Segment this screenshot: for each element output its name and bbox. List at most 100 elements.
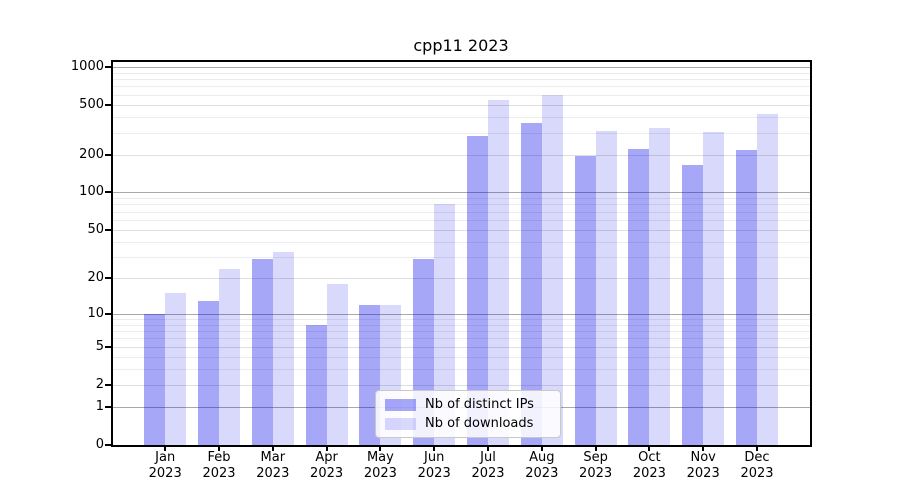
y-tick-label: 200 — [79, 146, 104, 162]
y-tick-label: 100 — [79, 184, 104, 200]
x-tick-label-apr: Apr 2023 — [310, 450, 344, 481]
bar-nb-of-downloads-oct — [649, 127, 671, 445]
gridline — [113, 331, 810, 333]
bar-nb-of-distinct-ips-oct — [628, 149, 650, 445]
x-tick-label-jul: Jul 2023 — [471, 450, 505, 481]
x-tick-mark — [487, 446, 489, 451]
gridline — [113, 356, 810, 358]
x-tick-mark — [702, 446, 705, 451]
gridline — [113, 369, 810, 371]
gridline — [113, 384, 810, 386]
plot-gridlines-layer — [113, 62, 810, 445]
gridline — [113, 116, 810, 118]
gridline — [113, 324, 810, 326]
bar-nb-of-downloads-jul — [488, 99, 509, 445]
bar-nb-of-downloads-feb — [219, 268, 240, 445]
bar-nb-of-downloads-mar — [272, 251, 294, 445]
x-tick-mark — [648, 446, 651, 451]
y-tick-label: 10 — [87, 305, 104, 321]
x-tick-mark — [594, 446, 597, 451]
gridline — [113, 66, 810, 68]
legend-item-distinct-ips: Nb of distinct IPs — [385, 396, 560, 412]
gridline — [113, 104, 810, 106]
y-tick-mark — [105, 312, 111, 315]
x-tick-label-mar: Mar 2023 — [256, 450, 290, 481]
x-tick-mark — [325, 446, 328, 451]
gridline — [113, 94, 810, 96]
gridline — [113, 72, 810, 74]
x-tick-mark — [379, 446, 382, 451]
y-tick-mark — [105, 406, 111, 409]
x-tick-label-jun: Jun 2023 — [417, 450, 451, 481]
y-tick-mark — [105, 228, 111, 231]
y-tick-mark — [105, 191, 111, 194]
gridline — [113, 86, 810, 88]
y-tick-mark — [105, 444, 111, 446]
x-tick-label-jan: Jan 2023 — [148, 450, 182, 481]
gridline — [113, 318, 810, 320]
y-tick-mark — [105, 103, 111, 106]
gridline — [113, 78, 810, 80]
x-tick-label-dec: Dec 2023 — [740, 450, 774, 481]
x-tick-mark — [271, 446, 274, 451]
y-tick-label: 5 — [95, 338, 104, 354]
bar-nb-of-distinct-ips-feb — [198, 300, 219, 445]
chart-title: cpp11 2023 — [413, 36, 509, 55]
bar-nb-of-distinct-ips-jul — [467, 136, 488, 445]
gridline — [113, 211, 810, 213]
y-tick-mark — [105, 65, 111, 68]
bar-nb-of-downloads-dec — [757, 114, 778, 445]
legend-label-downloads: Nb of downloads — [425, 415, 534, 431]
bar-nb-of-distinct-ips-jan — [144, 313, 166, 445]
gridline — [113, 346, 810, 348]
x-tick-mark — [218, 446, 220, 451]
x-tick-label-sep: Sep 2023 — [579, 450, 613, 481]
x-tick-label-feb: Feb 2023 — [202, 450, 236, 481]
x-tick-mark — [164, 446, 167, 451]
x-tick-label-nov: Nov 2023 — [686, 450, 720, 481]
gridline — [113, 192, 810, 194]
gridline — [113, 313, 810, 315]
y-tick-mark — [105, 153, 111, 156]
bar-nb-of-downloads-sep — [595, 130, 617, 445]
y-tick-label: 1000 — [70, 58, 104, 74]
y-tick-label: 20 — [87, 270, 104, 286]
bar-nb-of-downloads-nov — [703, 132, 725, 445]
y-tick-label: 50 — [87, 221, 104, 237]
bar-nb-of-distinct-ips-nov — [682, 164, 704, 445]
y-tick-label: 0 — [95, 437, 104, 452]
x-tick-mark — [756, 446, 758, 451]
plot-bars-layer — [113, 62, 810, 445]
gridline — [113, 278, 810, 280]
x-tick-label-may: May 2023 — [363, 450, 397, 481]
y-tick-label: 1 — [95, 399, 104, 415]
gridline — [113, 154, 810, 156]
x-tick-mark — [540, 446, 543, 451]
y-tick-mark — [105, 345, 111, 348]
legend-label-distinct-ips: Nb of distinct IPs — [425, 396, 534, 412]
x-tick-mark — [433, 446, 436, 451]
y-tick-mark — [105, 383, 111, 386]
gridline — [113, 132, 810, 134]
gridline — [113, 241, 810, 243]
gridline — [113, 338, 810, 340]
bar-nb-of-downloads-jun — [434, 204, 456, 445]
bar-nb-of-downloads-apr — [326, 283, 348, 445]
bar-nb-of-distinct-ips-apr — [305, 324, 327, 445]
gridline — [113, 219, 810, 221]
x-tick-label-aug: Aug 2023 — [525, 450, 559, 481]
bar-nb-of-distinct-ips-aug — [520, 122, 542, 445]
y-tick-mark — [105, 277, 111, 280]
y-tick-label: 500 — [79, 96, 104, 112]
bar-nb-of-distinct-ips-sep — [574, 155, 596, 445]
y-tick-label: 2 — [95, 376, 104, 392]
gridline — [113, 257, 810, 258]
legend-swatch-downloads — [385, 417, 416, 430]
legend: Nb of distinct IPs Nb of downloads — [375, 390, 561, 438]
legend-swatch-distinct-ips — [385, 398, 416, 411]
gridline — [113, 229, 810, 231]
bar-nb-of-distinct-ips-mar — [251, 258, 273, 445]
bar-nb-of-distinct-ips-dec — [736, 149, 757, 445]
gridline — [113, 204, 810, 206]
